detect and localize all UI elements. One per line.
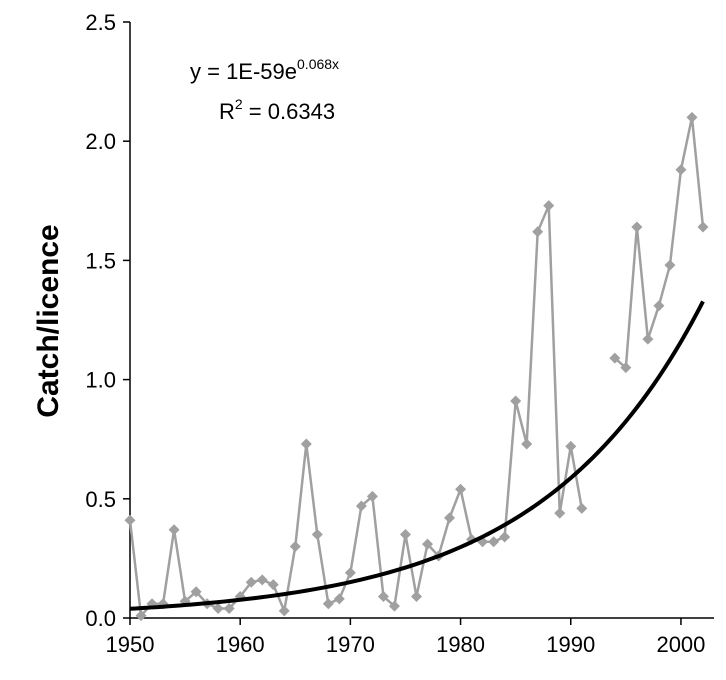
r-squared-label: R2 = 0.6343 [219,96,335,124]
data-point-marker [168,524,180,536]
x-tick-label: 2000 [656,632,705,657]
r-squared-value: = 0.6343 [243,99,335,124]
data-point-marker [278,605,290,617]
y-axis-title: Catch/licence [32,224,65,417]
data-point-marker [543,200,555,212]
y-tick-label: 2.0 [85,129,116,154]
data-point-marker [620,362,632,374]
data-point-marker [565,440,577,452]
data-point-marker [510,395,522,407]
x-tick-label: 1970 [326,632,375,657]
data-point-marker [609,352,621,364]
data-point-marker [311,529,323,541]
data-point-marker [322,598,334,610]
axes [129,22,714,619]
r-squared-symbol: R [219,99,235,124]
r-squared-exponent: 2 [235,96,243,112]
data-point-marker [686,111,698,123]
data-point-marker [190,586,202,598]
x-tick-label: 1950 [106,632,155,657]
data-point-marker [344,567,356,579]
x-tick-label: 1980 [436,632,485,657]
exponential-trendline [129,300,705,611]
y-tick-label: 1.0 [85,368,116,393]
series [124,111,709,622]
data-point-marker [455,483,467,495]
data-point-marker [135,610,147,622]
data-point-marker [675,164,687,176]
data-point-marker [289,540,301,552]
data-point-marker [422,538,434,550]
data-point-marker [554,507,566,519]
data-point-marker [300,438,312,450]
data-point-marker [245,576,257,588]
data-point-marker [267,579,279,591]
data-point-marker [532,226,544,238]
data-point-marker [444,512,456,524]
y-tick-label: 0.0 [85,606,116,631]
data-point-marker [388,600,400,612]
data-point-marker [223,602,235,614]
data-point-marker [355,500,367,512]
trend-equation-base: y = 1E-59e [190,59,297,84]
data-point-marker [576,502,588,514]
trend-equation-exponent: 0.068x [297,56,339,72]
data-point-marker [212,602,224,614]
data-point-marker [521,438,533,450]
data-point-marker [377,591,389,603]
data-point-marker [410,591,422,603]
catch-series-line [128,205,584,619]
y-tick-label: 0.5 [85,487,116,512]
data-point-marker [366,490,378,502]
data-point-marker [256,574,268,586]
data-point-marker [697,221,709,233]
x-tick-label: 1990 [546,632,595,657]
y-tick-label: 1.5 [85,248,116,273]
data-point-marker [124,514,136,526]
trend-equation: y = 1E-59e0.068x [190,56,339,84]
data-point-marker [399,529,411,541]
data-point-marker [333,593,345,605]
data-point-marker [642,333,654,345]
data-point-marker [664,259,676,271]
data-point-marker [499,531,511,543]
y-tick-label: 2.5 [85,10,116,35]
data-point-marker [653,300,665,312]
data-point-marker [488,536,500,548]
data-point-marker [631,221,643,233]
x-tick-label: 1960 [216,632,265,657]
